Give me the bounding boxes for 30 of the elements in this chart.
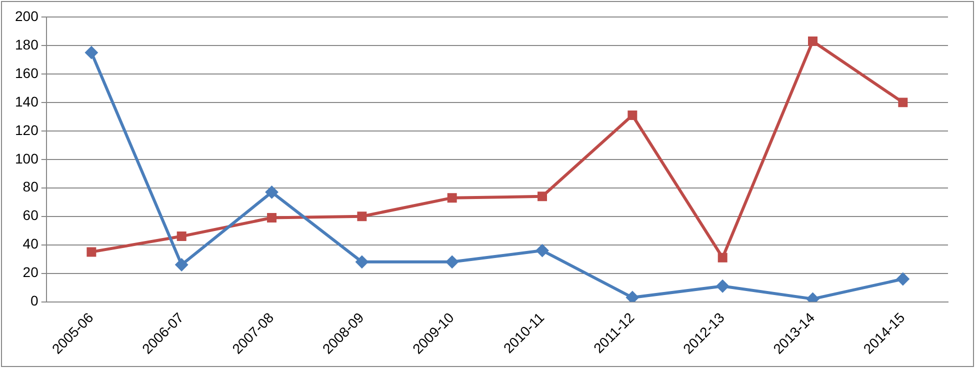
point	[628, 110, 638, 120]
y-tick-label: 120	[15, 122, 39, 138]
y-tick-label: 160	[15, 64, 39, 81]
y-tick-label: 0	[30, 292, 39, 309]
y-tick-label: 60	[22, 207, 39, 224]
point	[84, 46, 98, 60]
point	[538, 192, 548, 202]
point	[808, 36, 818, 46]
y-tick-label: 100	[15, 150, 39, 166]
point	[896, 272, 910, 286]
y-tick-label: 40	[22, 236, 39, 252]
point	[265, 186, 278, 199]
point	[626, 291, 639, 302]
point	[355, 255, 368, 268]
point	[446, 255, 459, 268]
y-tick-label: 200	[15, 8, 39, 24]
y-tick-label: 80	[22, 178, 39, 195]
point	[718, 252, 728, 262]
point	[536, 244, 549, 258]
point	[898, 98, 908, 108]
point	[86, 247, 96, 257]
y-tick-label: 180	[15, 36, 39, 52]
point	[716, 280, 730, 293]
point	[357, 212, 367, 222]
point	[447, 193, 457, 203]
point	[175, 258, 188, 272]
point	[267, 213, 277, 223]
point	[176, 232, 186, 242]
y-tick-label: 20	[22, 264, 39, 280]
y-tick-label: 140	[15, 93, 39, 110]
